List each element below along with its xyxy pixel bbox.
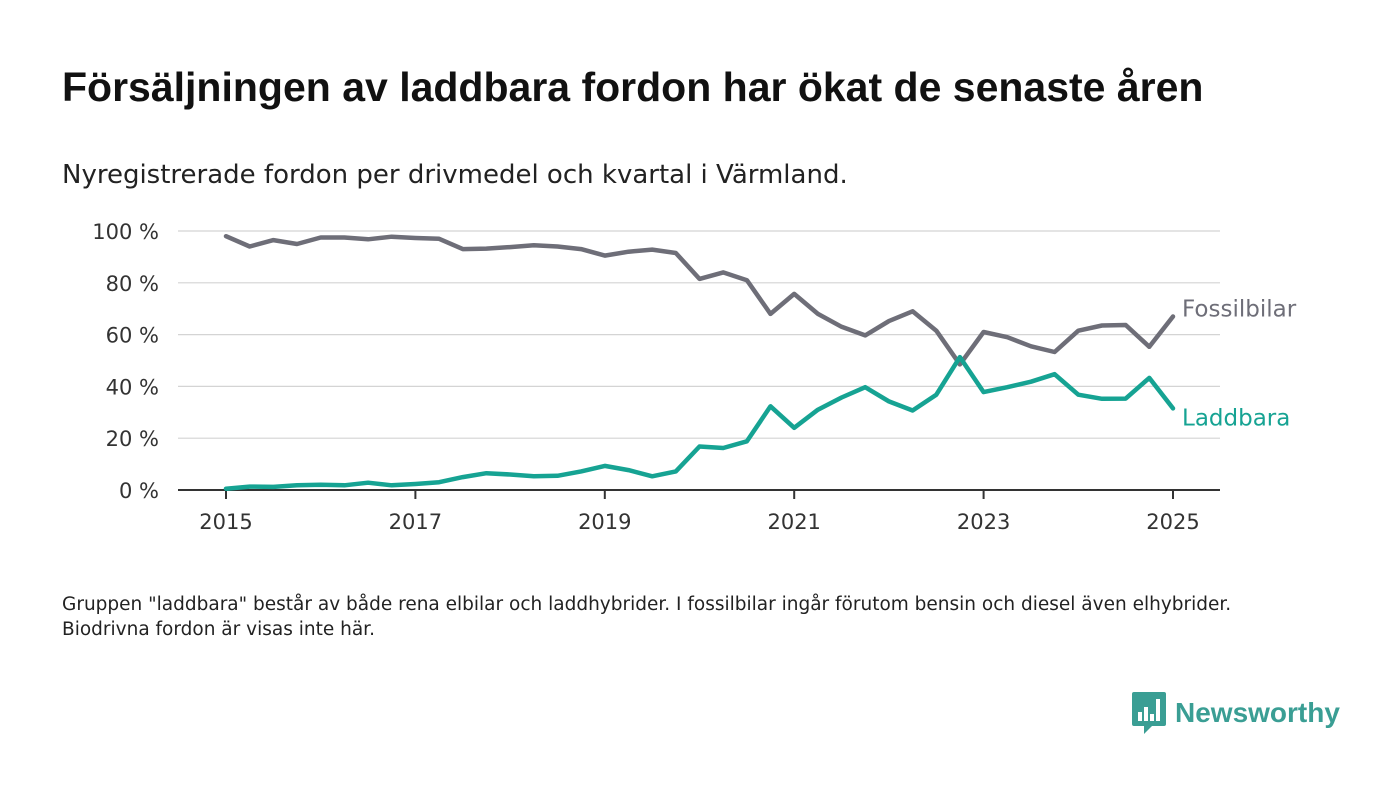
chart-title: Försäljningen av laddbara fordon har öka… xyxy=(62,64,1204,110)
chart-gridlines xyxy=(178,230,1220,439)
newsworthy-logo: Newsworthy xyxy=(1132,692,1340,734)
chart-subtitle: Nyregistrerade fordon per drivmedel och … xyxy=(62,160,848,190)
series-line-laddbara xyxy=(223,354,1176,491)
x-tick-label: 2015 xyxy=(199,510,252,534)
y-tick-label: 20 % xyxy=(106,427,159,451)
series-line-fossilbilar xyxy=(223,233,1176,367)
x-axis: 2015 2017 2019 2021 2023 2025 xyxy=(178,489,1220,534)
x-tick-label: 2017 xyxy=(389,510,442,534)
x-tick-label: 2023 xyxy=(957,510,1010,534)
bar-chart-speech-bubble-icon xyxy=(1132,692,1166,734)
chart-footnote: Gruppen "laddbara" består av både rena e… xyxy=(62,594,1232,640)
y-axis-tick-labels: 0 % 20 % 40 % 60 % 80 % 100 % xyxy=(92,220,159,503)
y-tick-label: 80 % xyxy=(106,272,159,296)
chart-series: Fossilbilar Laddbara xyxy=(223,233,1297,491)
y-tick-label: 60 % xyxy=(106,324,159,348)
y-tick-label: 100 % xyxy=(92,220,159,244)
series-label-fossilbilar: Fossilbilar xyxy=(1182,296,1297,322)
brand-name: Newsworthy xyxy=(1175,697,1340,728)
y-tick-label: 0 % xyxy=(119,479,159,503)
series-label-laddbara: Laddbara xyxy=(1182,405,1290,431)
y-tick-label: 40 % xyxy=(106,375,159,399)
x-tick-label: 2025 xyxy=(1146,510,1199,534)
x-tick-label: 2021 xyxy=(767,510,820,534)
x-tick-label: 2019 xyxy=(578,510,631,534)
